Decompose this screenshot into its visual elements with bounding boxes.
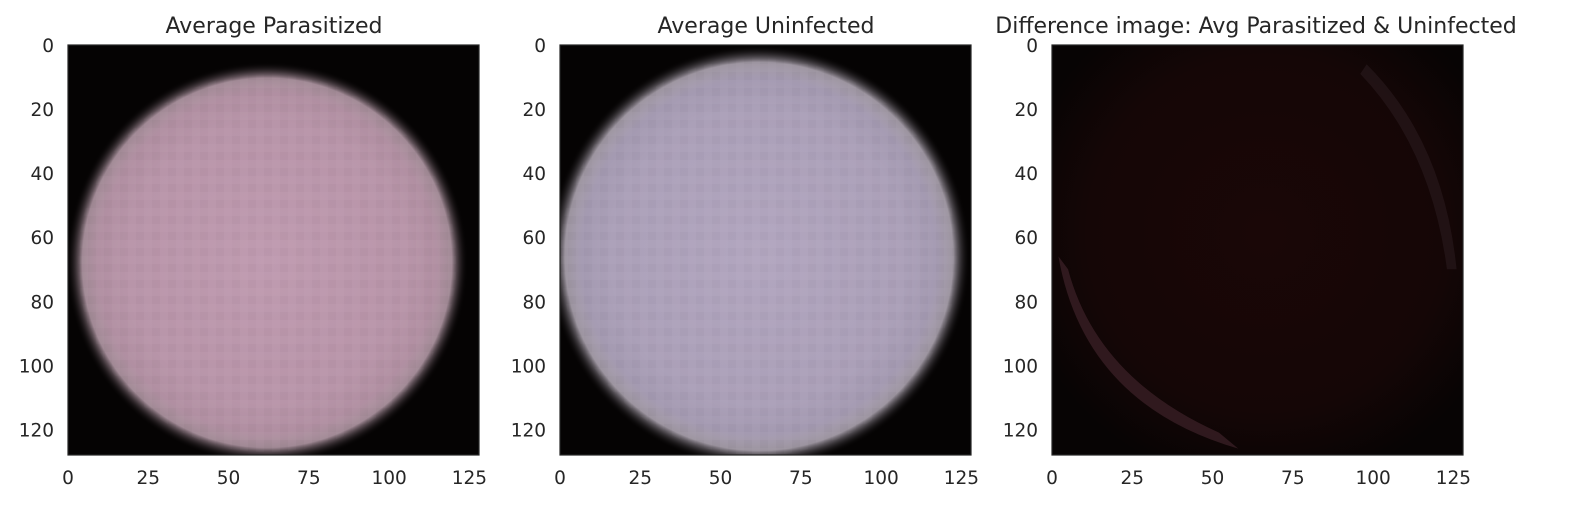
- x-tick-label: 25: [629, 468, 653, 489]
- x-tick-label: 25: [1121, 468, 1145, 489]
- y-tick-label: 60: [1014, 228, 1038, 249]
- y-tick-label: 60: [522, 228, 546, 249]
- y-tick-label: 20: [1014, 100, 1038, 121]
- y-tick-label: 80: [1014, 292, 1038, 313]
- cell-texture: [77, 73, 457, 453]
- x-tick-label: 0: [554, 468, 566, 489]
- image-area: [68, 45, 479, 455]
- x-tick-label: 125: [944, 468, 979, 489]
- x-tick-label: 25: [137, 468, 161, 489]
- panel-1: Average Parasitized 0 25 50 75 100 125 0 20 40 60 8…: [19, 14, 487, 489]
- y-tick-label: 100: [19, 356, 54, 377]
- y-tick-label: 100: [511, 356, 546, 377]
- x-tick-label: 100: [371, 468, 406, 489]
- panel-title: Difference image: Avg Parasitized & Unin…: [995, 14, 1516, 39]
- y-tick-label: 40: [1014, 164, 1038, 185]
- y-tick-label: 80: [522, 292, 546, 313]
- y-tick-label: 120: [1003, 420, 1038, 441]
- image-area: [1052, 45, 1463, 455]
- panel-title: Average Parasitized: [166, 14, 383, 39]
- y-tick-label: 20: [522, 100, 546, 121]
- y-tick-label: 120: [19, 420, 54, 441]
- x-tick-label: 75: [1281, 468, 1305, 489]
- axes-frame: [67, 44, 480, 456]
- x-tick-label: 125: [1436, 468, 1471, 489]
- panel-3: Difference image: Avg Parasitized & Unin…: [995, 14, 1516, 489]
- x-tick-label: 0: [62, 468, 74, 489]
- x-tick-label: 50: [1201, 468, 1225, 489]
- x-tick-label: 75: [297, 468, 321, 489]
- x-tick-label: 125: [452, 468, 487, 489]
- y-tick-label: 40: [522, 164, 546, 185]
- x-tick-label: 0: [1046, 468, 1058, 489]
- y-tick-label: 20: [30, 100, 54, 121]
- image-area: [560, 45, 971, 455]
- y-tick-label: 0: [42, 36, 54, 57]
- y-tick-label: 100: [1003, 356, 1038, 377]
- cell-texture: [560, 57, 959, 455]
- y-tick-label: 80: [30, 292, 54, 313]
- y-tick-label: 0: [1026, 36, 1038, 57]
- x-tick-label: 100: [863, 468, 898, 489]
- x-tick-label: 100: [1355, 468, 1390, 489]
- y-tick-label: 40: [30, 164, 54, 185]
- x-tick-label: 50: [217, 468, 241, 489]
- panel-2: Average Uninfected 0 25 50 75 100 125 0 20 40 60 80…: [511, 14, 979, 489]
- panel-title: Average Uninfected: [658, 14, 875, 39]
- y-tick-label: 60: [30, 228, 54, 249]
- x-tick-label: 75: [789, 468, 813, 489]
- difference-field: [1052, 45, 1463, 455]
- axes-frame: [1051, 44, 1464, 456]
- y-tick-label: 0: [534, 36, 546, 57]
- difference-edge: [1360, 64, 1457, 270]
- x-tick-label: 50: [709, 468, 733, 489]
- axes-frame: [559, 44, 972, 456]
- y-tick-label: 120: [511, 420, 546, 441]
